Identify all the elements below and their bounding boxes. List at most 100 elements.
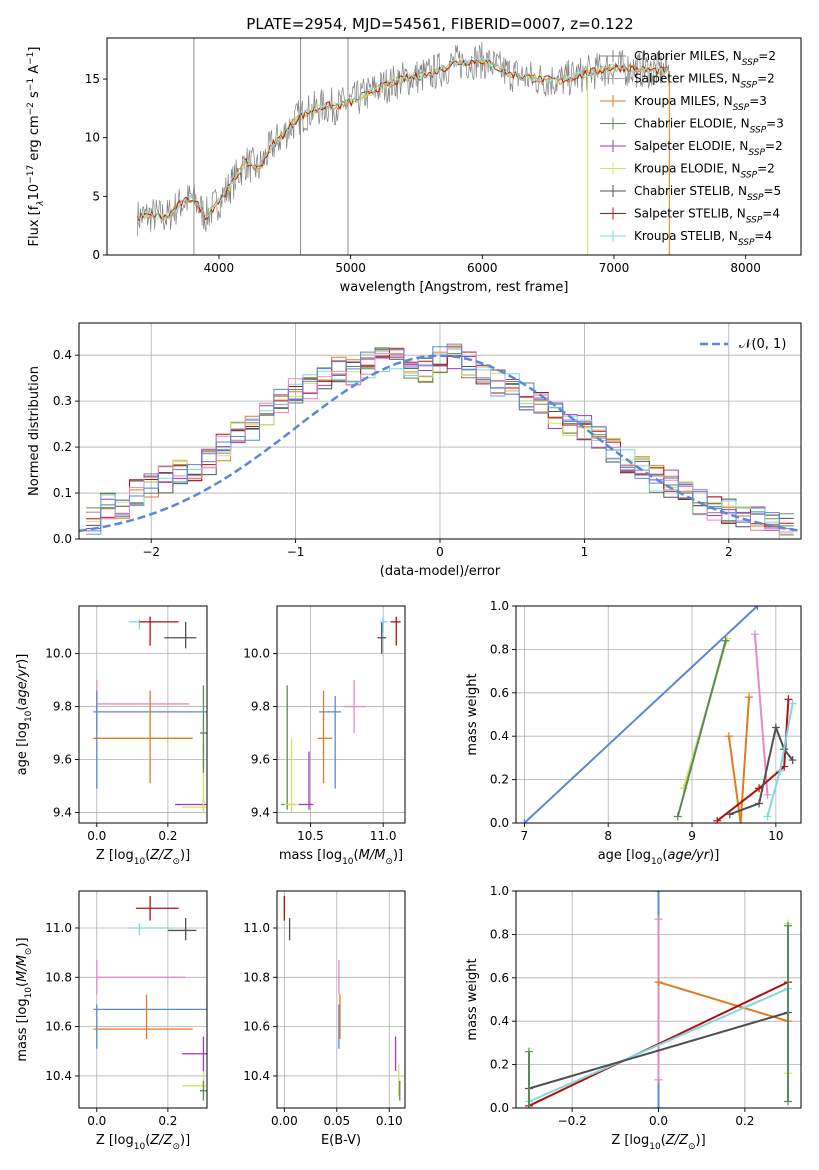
- mass-vs-ebv-panel: 0.00 0.05 0.10 10.4 10.6 10.8 11.0 E(B-V): [243, 890, 406, 1148]
- weight-marker: [654, 915, 663, 924]
- label-part: (: [354, 848, 359, 863]
- label-part: Salpeter STELIB, N: [634, 207, 746, 221]
- axes-box: [276, 605, 406, 824]
- weight-marker: [725, 810, 734, 819]
- weight-line: [716, 699, 790, 822]
- label-part: M/M: [15, 955, 30, 982]
- x-axis-label: E(B-V): [321, 1133, 361, 1148]
- label-part: =2: [757, 162, 775, 176]
- y-tick-label: 9.6: [251, 752, 270, 766]
- spectrum-line-kroupa-elodie: [136, 56, 669, 223]
- y-tick-label: 1.0: [490, 599, 509, 613]
- x-axis-label: Z [log10(Z/Z⊙)]: [96, 1133, 190, 1152]
- y-tick-label: 0.2: [53, 440, 72, 454]
- label-part: mass [log: [15, 998, 30, 1061]
- weight-marker: [788, 756, 797, 765]
- label-part: −1: [26, 78, 36, 91]
- label-part: =4: [762, 207, 780, 221]
- axes-frame: 0.00 0.05 0.10 10.4 10.6 10.8 11.0 E(B-V): [243, 890, 406, 1148]
- y-tick-label: 10.6: [243, 1020, 270, 1034]
- label-part: 10: [27, 184, 42, 201]
- axes-frame: 4000 5000 6000 7000 8000 0 5 10 15 wavelength [An…: [26, 37, 802, 295]
- label-part: age/yr: [15, 662, 30, 705]
- y-tick-label: 9.4: [53, 805, 72, 819]
- label-part: (: [661, 1133, 666, 1148]
- label-part: 10: [24, 710, 34, 722]
- axes-box: [78, 890, 208, 1109]
- histogram-blue: [86, 343, 794, 532]
- label-part: wavelength [Angstrom, rest frame]: [340, 280, 569, 295]
- plot-area: [524, 891, 793, 1108]
- legend-label: Chabrier ELODIE, NSSP=3: [634, 117, 784, 136]
- histogram-chabrier-elodie: [86, 349, 794, 527]
- weight-marker: [750, 630, 759, 639]
- histogram-chabrier-stelib: [86, 347, 794, 528]
- age-vs-mass-panel: 10.5 11.0 9.4 9.6 9.8 10.0 mass [log10(M/M⊙)]: [243, 605, 406, 867]
- weight-vs-metallicity-panel: −0.2 0.0 0.2 0.0 0.2 0.4 0.6 0.8 1.0 Z [log10(Z/Z…: [465, 884, 802, 1152]
- y-tick-label: 0.1: [53, 486, 72, 500]
- y-tick-label: 0.2: [490, 773, 509, 787]
- weight-marker: [654, 978, 663, 987]
- y-axis-label: Normed distribution: [27, 366, 42, 496]
- histogram-kroupa-stelib: [86, 348, 794, 536]
- y-axis-label: mass weight: [465, 673, 480, 755]
- label-part: ⊙: [385, 857, 393, 867]
- y-tick-label: 10.0: [243, 647, 270, 661]
- weight-marker: [654, 1075, 663, 1084]
- x-tick-label: 8000: [730, 261, 761, 275]
- label-part: 10: [342, 857, 354, 867]
- axes-box: [106, 37, 802, 256]
- weight-marker: [524, 1047, 533, 1056]
- label-part: mass weight: [465, 958, 480, 1040]
- y-tick-label: 9.6: [53, 752, 72, 766]
- weight-marker: [776, 766, 785, 775]
- weight-line: [727, 697, 750, 823]
- weight-marker: [520, 819, 529, 823]
- label-part: )]: [709, 848, 719, 863]
- label-part: age [log: [15, 722, 30, 775]
- label-part: mass weight: [465, 673, 480, 755]
- label-part: =2: [765, 139, 783, 153]
- label-part: Normed distribution: [27, 366, 42, 496]
- axes-frame: 0.0 0.210.410.610.811.0Z [log10(Z/Z⊙)]mas…: [15, 890, 208, 1152]
- x-axis-label: mass [log10(M/M⊙)]: [279, 848, 403, 867]
- x-axis-label: Z [log10(Z/Z⊙)]: [611, 1133, 705, 1152]
- x-tick-label: 9: [688, 829, 696, 843]
- label-part: =5: [764, 184, 782, 198]
- age-vs-metallicity-panel: 0.0 0.29.49.69.810.0Z [log10(Z/Z⊙)]age [l…: [15, 605, 208, 867]
- y-tick-label: 0.0: [490, 1101, 509, 1115]
- y-axis-label: age [log10(age/yr)]: [15, 654, 34, 776]
- axes-box: [78, 605, 208, 824]
- y-tick-label: 5: [92, 189, 100, 203]
- weight-marker: [763, 812, 772, 821]
- weight-line: [676, 640, 727, 817]
- legend-label: Salpeter STELIB, NSSP=4: [634, 207, 780, 226]
- label-part: E(B-V): [321, 1133, 361, 1148]
- histogram-pink: [86, 347, 794, 533]
- spectrum-line-kroupa-stelib: [136, 56, 669, 222]
- label-part: Chabrier ELODIE, N: [634, 117, 750, 131]
- y-tick-label: 11.0: [45, 921, 72, 935]
- label-part: (: [15, 706, 30, 711]
- weight-marker: [745, 693, 754, 702]
- y-tick-label: 0.0: [53, 532, 72, 546]
- y-tick-label: 10.8: [45, 970, 72, 984]
- weight-marker: [654, 1104, 663, 1108]
- y-axis-label: Flux [fλ10−17 erg cm−2 s−1 A−1]: [26, 47, 46, 247]
- spectrum-panel: 4000 5000 6000 7000 8000 0 5 10 15 wavelength [An…: [26, 37, 802, 295]
- y-tick-label: 9.4: [251, 805, 270, 819]
- weight-line: [528, 1011, 789, 1090]
- label-part: SSP: [741, 171, 758, 181]
- weight-marker: [784, 921, 793, 930]
- weight-marker: [784, 1097, 793, 1106]
- weight-marker: [755, 799, 764, 808]
- y-tick-label: 0.4: [53, 348, 72, 362]
- weight-marker: [654, 891, 663, 895]
- mass-vs-metallicity-panel: 0.0 0.210.410.610.811.0Z [log10(Z/Z⊙)]mas…: [15, 890, 208, 1152]
- x-tick-label: 2: [725, 545, 733, 559]
- label-part: −17: [26, 165, 36, 184]
- label-part: (: [662, 848, 667, 863]
- weight-line: [753, 634, 769, 795]
- label-part: =2: [757, 72, 775, 86]
